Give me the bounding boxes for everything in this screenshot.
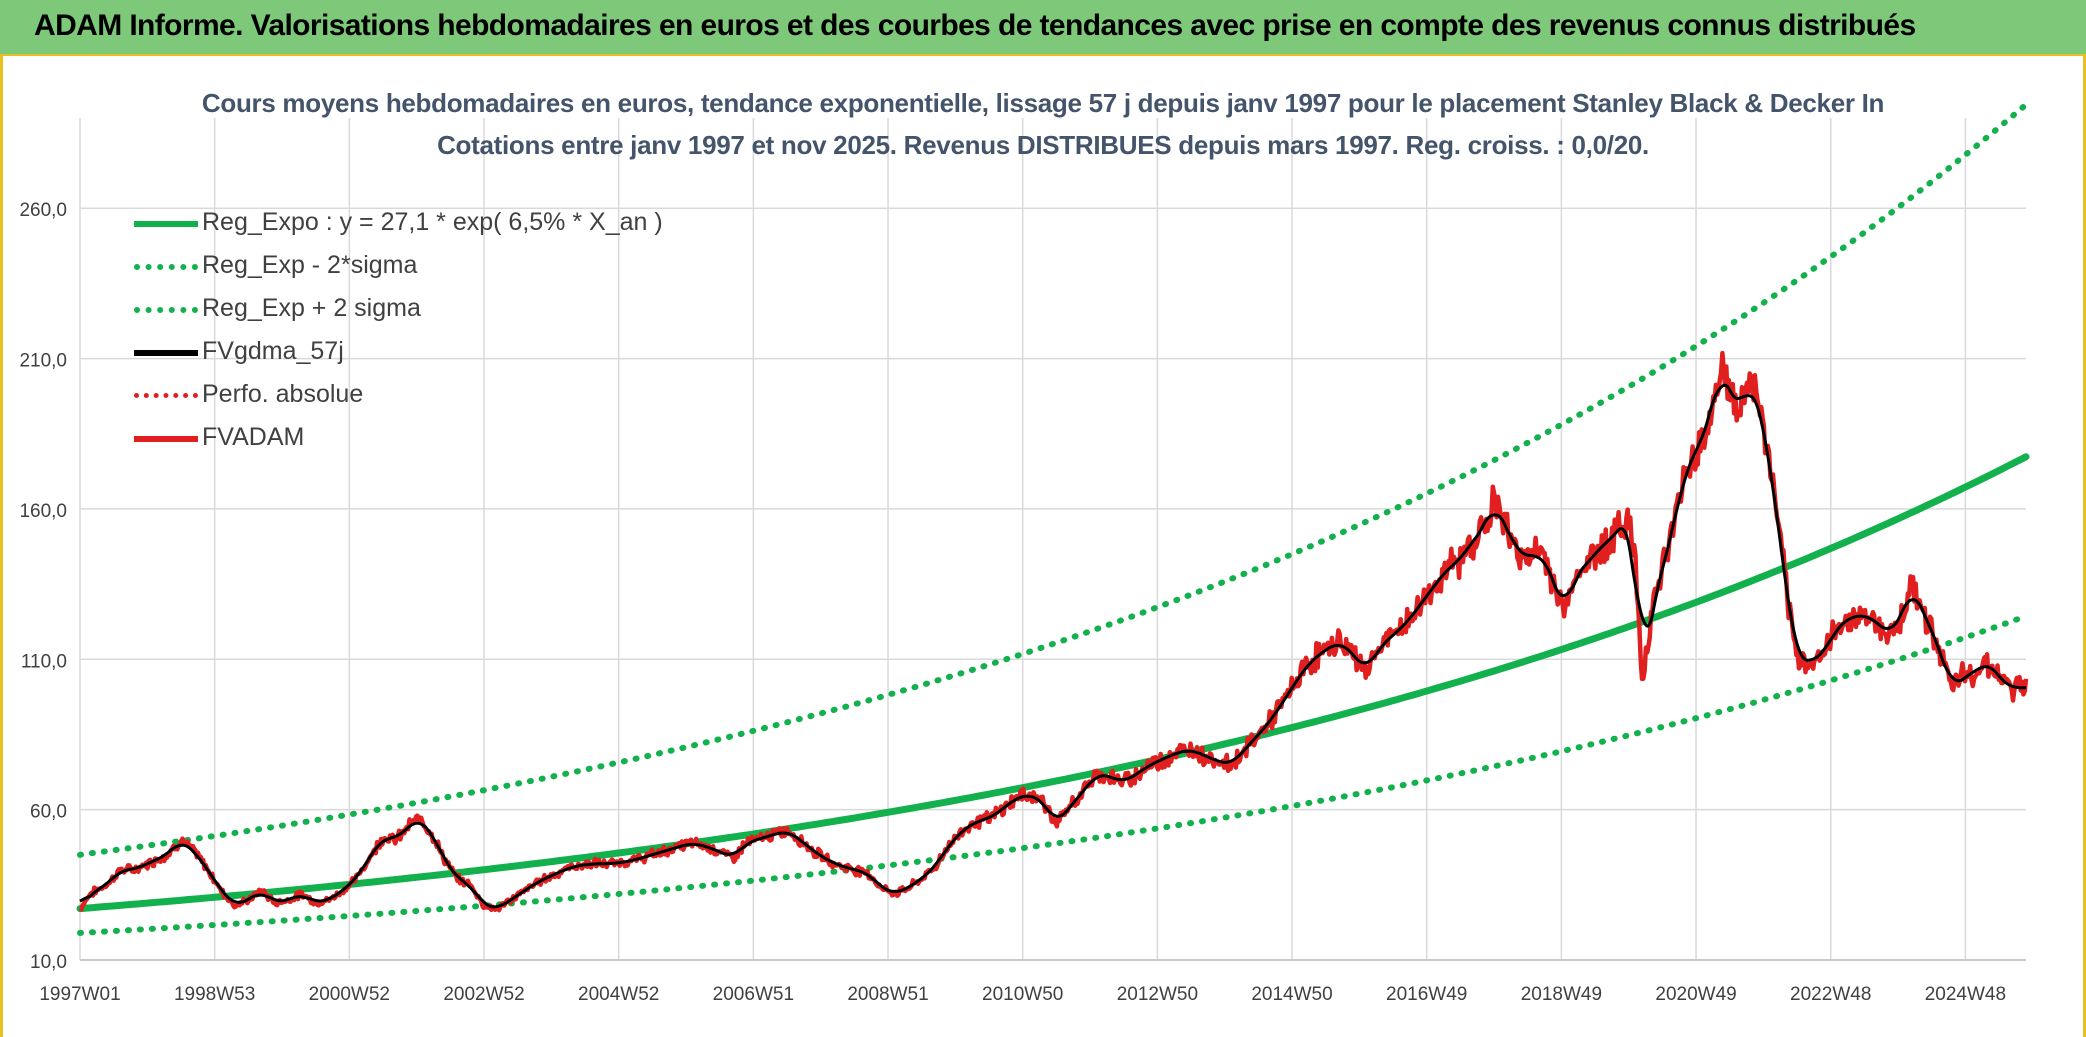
x-tick-label: 2020W49 — [1655, 984, 1736, 1005]
legend-item-reg-exp-minus: Reg_Exp - 2*sigma — [134, 243, 694, 286]
x-tick-label: 1997W01 — [39, 984, 120, 1005]
legend-item-perfo-absolue: Perfo. absolue — [134, 372, 694, 415]
y-tick-label: 110,0 — [21, 651, 67, 672]
y-tick-label: 260,0 — [19, 200, 67, 221]
chart-frame — [0, 56, 2086, 1037]
chart-legend: Reg_Expo : y = 27,1 * exp( 6,5% * X_an )… — [134, 200, 694, 458]
legend-swatch-fvadam — [134, 436, 198, 442]
y-tick-label: 10,0 — [30, 952, 67, 973]
legend-item-fvgdma: FVgdma_57j — [134, 329, 694, 372]
series-fvgdma-line — [79, 383, 2027, 909]
x-tick-label: 2022W48 — [1790, 984, 1871, 1005]
legend-item-reg-exp-plus: Reg_Exp + 2 sigma — [134, 286, 694, 329]
report-banner: ADAM Informe. Valorisations hebdomadaire… — [0, 0, 2086, 56]
legend-label-reg-exp-plus: Reg_Exp + 2 sigma — [202, 294, 421, 322]
y-tick-label: 210,0 — [19, 351, 67, 372]
chart-subtitle: Cotations entre janv 1997 et nov 2025. R… — [437, 130, 1649, 160]
legend-label-reg-expo: Reg_Expo : y = 27,1 * exp( 6,5% * X_an ) — [202, 208, 663, 236]
series-reg-expo-line — [76, 453, 2030, 913]
legend-label-perfo-absolue: Perfo. absolue — [202, 380, 364, 408]
legend-swatch-fvgdma — [134, 350, 198, 356]
legend-label-fvgdma: FVgdma_57j — [202, 337, 344, 365]
x-tick-label: 2002W52 — [443, 984, 524, 1005]
x-tick-label: 2008W51 — [847, 984, 928, 1005]
x-tick-label: 2010W50 — [982, 984, 1063, 1005]
x-tick-label: 2018W49 — [1521, 984, 1602, 1005]
legend-swatch-reg-exp-minus — [134, 264, 198, 270]
series-reg-exp-minus-line — [77, 613, 2029, 936]
report-title: ADAM Informe. Valorisations hebdomadaire… — [34, 9, 1916, 42]
legend-label-reg-exp-minus: Reg_Exp - 2*sigma — [202, 251, 418, 279]
chart-title: Cours moyens hebdomadaires en euros, ten… — [201, 88, 1885, 118]
x-tick-label: 1998W53 — [174, 984, 255, 1005]
legend-swatch-perfo-absolue — [134, 393, 198, 398]
x-tick-label: 2012W50 — [1117, 984, 1198, 1005]
y-tick-label: 160,0 — [19, 501, 67, 522]
legend-item-fvadam: FVADAM — [134, 415, 694, 458]
x-tick-label: 2014W50 — [1251, 984, 1332, 1005]
legend-label-fvadam: FVADAM — [202, 423, 305, 451]
y-tick-label: 60,0 — [30, 802, 67, 823]
x-tick-label: 2016W49 — [1386, 984, 1467, 1005]
x-tick-label: 2000W52 — [309, 984, 390, 1005]
x-tick-label: 2004W52 — [578, 984, 659, 1005]
x-tick-label: 2024W48 — [1925, 984, 2006, 1005]
legend-item-reg-expo: Reg_Expo : y = 27,1 * exp( 6,5% * X_an ) — [134, 200, 694, 243]
legend-swatch-reg-exp-plus — [134, 307, 198, 313]
legend-swatch-reg-expo — [134, 221, 198, 227]
series-reg-exp-plus-line — [77, 101, 2029, 858]
x-tick-label: 2006W51 — [713, 984, 794, 1005]
